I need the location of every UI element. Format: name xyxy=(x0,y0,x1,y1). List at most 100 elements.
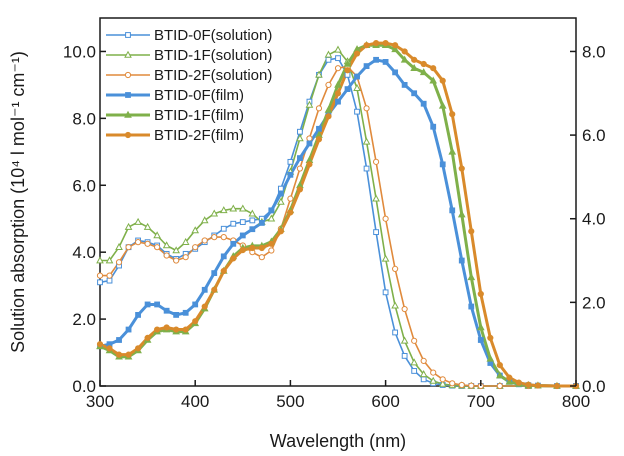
series-1-point-31 xyxy=(382,289,389,296)
series-2-point-14 xyxy=(219,206,228,214)
legend: BTID-0F(solution) BTID-1F(solution) BTID-2… xyxy=(106,27,272,144)
legend-label-1: BTID-0F(solution) xyxy=(154,27,272,44)
series-4-point-9 xyxy=(173,312,180,318)
series-6-point-15 xyxy=(230,255,237,262)
series-2-point-13 xyxy=(210,209,219,217)
series-4-point-35 xyxy=(420,100,427,107)
series-5-point-40 xyxy=(467,273,476,281)
series-3-point-30 xyxy=(372,158,380,165)
series-4-point-36 xyxy=(430,123,437,130)
series-1-point-2 xyxy=(106,277,113,284)
x-tick-label-4: 600 xyxy=(371,392,399,411)
series-6-point-3 xyxy=(115,351,123,358)
series-6-point-35 xyxy=(420,60,427,68)
series-1-point-21 xyxy=(287,158,294,165)
series-3-point-8 xyxy=(163,252,170,259)
series-6-point-13 xyxy=(211,286,218,293)
series-4-point-6 xyxy=(144,301,151,308)
series-2-point-25 xyxy=(324,50,333,58)
series-4-point-29 xyxy=(363,63,370,69)
x-tick-label-1: 300 xyxy=(86,392,114,411)
series-2-point-36 xyxy=(429,376,438,384)
series-1-point-33 xyxy=(401,352,408,359)
series-4-point-38 xyxy=(449,207,456,214)
series-6-point-38 xyxy=(449,111,456,118)
series-3-point-21 xyxy=(287,195,294,202)
series-5-point-25 xyxy=(324,105,333,113)
series-5-point-44 xyxy=(505,377,514,385)
series-6-point-37 xyxy=(439,77,446,84)
series-6-point-14 xyxy=(220,267,227,275)
series-3-point-23 xyxy=(306,135,313,142)
series-4-point-10 xyxy=(182,309,189,316)
series-4-point-37 xyxy=(439,161,446,168)
series-6-point-4 xyxy=(125,351,132,358)
legend-label-2: BTID-1F(solution) xyxy=(154,47,272,64)
series-2-point-19 xyxy=(267,214,276,222)
series-5-point-41 xyxy=(476,323,485,331)
series-4-point-28 xyxy=(354,73,360,80)
series-6-point-5 xyxy=(134,345,142,352)
series-4-point-26 xyxy=(335,98,341,105)
series-5-point-32 xyxy=(391,45,399,53)
series-6-point-9 xyxy=(173,326,180,333)
series-5-point-33 xyxy=(400,55,409,63)
series-3-point-1 xyxy=(96,272,104,279)
series-4-point-8 xyxy=(163,307,170,314)
series-4-point-21 xyxy=(287,171,294,178)
series-3-point-22 xyxy=(296,165,304,172)
series-2-point-30 xyxy=(372,194,380,202)
series-6-point-19 xyxy=(268,240,275,247)
y-right-tick-label-1: 0.0 xyxy=(582,377,606,396)
series-2-point-9 xyxy=(172,246,181,254)
series-6-point-21 xyxy=(287,209,294,216)
plot-frame xyxy=(99,17,577,387)
series-2-point-20 xyxy=(277,197,285,205)
series-3-point-2 xyxy=(106,272,113,279)
series-2-point-28 xyxy=(353,84,361,92)
series-3-point-42 xyxy=(496,382,503,390)
series-6-point-20 xyxy=(277,228,284,235)
series-6-point-17 xyxy=(249,244,256,252)
series-6-point-36 xyxy=(430,65,437,72)
series-3-point-18 xyxy=(258,254,265,261)
series-1-point-22 xyxy=(297,128,303,135)
series-3-point-14 xyxy=(220,234,227,241)
series-4-point-39 xyxy=(458,257,465,264)
series-3-point-11 xyxy=(192,244,199,251)
series-1-point-14 xyxy=(220,225,227,232)
x-tick-label-6: 800 xyxy=(562,392,590,411)
y-left-tick-label-5: 8.0 xyxy=(72,109,96,128)
series-6-point-24 xyxy=(315,136,323,143)
series-2-point-32 xyxy=(391,301,399,309)
series-3-point-32 xyxy=(392,265,399,273)
y-axis-title-left: Solution absorption (10⁴ l mol⁻¹ cm⁻¹) xyxy=(8,51,28,353)
series-2-point-12 xyxy=(200,216,209,224)
y-left-tick-label-6: 10.0 xyxy=(63,42,96,61)
series-4-point-18 xyxy=(258,220,265,226)
series-4-point-19 xyxy=(268,207,275,214)
series-4-point-20 xyxy=(277,190,284,197)
y-left-tick-label-3: 4.0 xyxy=(72,243,96,262)
legend-label-4: BTID-0F(film) xyxy=(154,87,244,104)
series-4-point-41 xyxy=(477,337,484,343)
series-1-point-35 xyxy=(420,376,427,383)
x-axis-title: Wavelength (nm) xyxy=(270,431,406,451)
y-right-tick-label-5: 8.0 xyxy=(582,42,606,61)
y-left-tick-label-4: 6.0 xyxy=(72,176,96,195)
series-2-point-23 xyxy=(305,100,314,108)
series-2-point-26 xyxy=(334,45,342,53)
y-left-tick-label-1: 0.0 xyxy=(72,377,96,396)
series-3-point-25 xyxy=(325,81,332,89)
series-2-point-11 xyxy=(191,226,200,234)
series-4-point-31 xyxy=(382,59,389,65)
series-1-point-15 xyxy=(230,220,237,227)
series-6-point-18 xyxy=(258,244,265,252)
series-3-point-24 xyxy=(315,105,323,112)
series-1-point-32 xyxy=(392,329,399,336)
legend-label-5: BTID-1F(film) xyxy=(154,107,244,124)
series-6-point-1 xyxy=(96,341,104,348)
series-4-point-4 xyxy=(125,326,132,333)
series-6-point-28 xyxy=(353,50,361,57)
series-6-point-10 xyxy=(182,326,189,333)
